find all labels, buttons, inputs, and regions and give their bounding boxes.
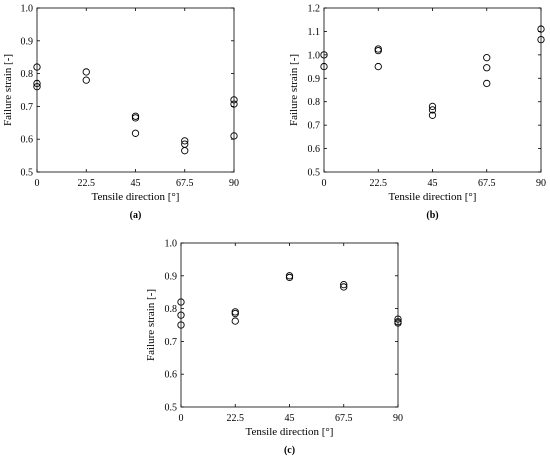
y-tick-label: 1.0 xyxy=(21,4,34,15)
panel-label: (c) xyxy=(284,445,295,456)
data-point xyxy=(230,132,238,140)
data-point xyxy=(131,114,140,122)
x-tick-label: 45 xyxy=(285,413,295,424)
data-point xyxy=(33,63,41,71)
chart-panel-1: 0 22.5 45 67.5 90 0.5 0.6 0.7 0.8 0.9 1.0 Tensile d… xyxy=(2,4,239,222)
data-point xyxy=(483,79,491,88)
x-tick-label: 90 xyxy=(536,178,546,189)
data-point xyxy=(177,298,185,306)
panel-label: (b) xyxy=(426,210,438,221)
x-tick-label: 0 xyxy=(322,178,327,189)
plot-frame xyxy=(36,7,235,173)
x-axis-label: Tensile direction [°] xyxy=(246,426,334,438)
y-tick-label: 0.5 xyxy=(21,168,34,179)
data-point xyxy=(428,102,437,111)
y-tick-label: 1.1 xyxy=(308,27,321,38)
y-axis-label: Failure strain [-] xyxy=(2,54,14,126)
data-point xyxy=(374,62,382,71)
plot-frame xyxy=(323,7,542,173)
x-tick-label: 0 xyxy=(179,413,184,424)
data-point xyxy=(181,137,189,145)
data-point xyxy=(285,273,294,282)
x-tick-label: 22.5 xyxy=(78,178,96,189)
y-axis-label: Failure strain [-] xyxy=(288,54,300,126)
data-point xyxy=(230,100,238,108)
data-point xyxy=(82,68,90,76)
y-tick-label: 0.5 xyxy=(308,168,321,179)
data-point xyxy=(230,96,238,104)
x-tick-label: 67.5 xyxy=(176,178,194,189)
data-point xyxy=(340,283,348,291)
x-axis-label: Tensile direction [°] xyxy=(92,191,180,203)
x-tick-label: 45 xyxy=(428,178,438,189)
data-point xyxy=(320,51,328,59)
y-tick-label: 1.0 xyxy=(308,50,321,61)
x-tick-label: 67.5 xyxy=(335,413,353,424)
data-point xyxy=(33,79,41,88)
y-tick-label: 1.0 xyxy=(165,239,178,250)
y-tick-label: 0.7 xyxy=(21,102,34,113)
y-tick-label: 0.8 xyxy=(21,69,34,80)
x-tick-label: 0 xyxy=(35,178,40,189)
data-point xyxy=(537,35,545,44)
plot-frame xyxy=(180,242,399,408)
y-axis-label: Failure strain [-] xyxy=(145,289,157,361)
x-axis-label: Tensile direction [°] xyxy=(389,191,477,203)
data-point xyxy=(177,311,185,319)
chart-panel-3: 0 22.5 45 67.5 90 0.5 0.6 0.7 0.8 0.9 1.0 Tensile d… xyxy=(145,239,403,457)
data-point xyxy=(231,317,239,325)
y-tick-label: 0.6 xyxy=(165,370,178,381)
y-tick-label: 0.8 xyxy=(165,304,178,315)
x-tick-label: 45 xyxy=(131,178,141,189)
data-point xyxy=(340,281,348,289)
data-point xyxy=(320,62,328,71)
y-tick-label: 0.6 xyxy=(21,135,34,146)
y-tick-label: 0.8 xyxy=(308,97,321,108)
y-tick-label: 0.9 xyxy=(21,36,34,47)
x-tick-label: 22.5 xyxy=(227,413,245,424)
data-point xyxy=(428,106,437,114)
x-tick-label: 22.5 xyxy=(370,178,388,189)
y-tick-label: 0.5 xyxy=(165,403,178,414)
data-point xyxy=(428,111,437,119)
panel-label: (a) xyxy=(130,210,142,221)
data-point xyxy=(33,83,41,91)
data-point xyxy=(394,319,402,327)
data-point xyxy=(394,315,402,323)
data-point xyxy=(181,147,189,155)
y-tick-label: 0.6 xyxy=(308,144,321,155)
data-point xyxy=(537,25,545,33)
y-tick-label: 0.7 xyxy=(165,337,178,348)
data-point xyxy=(374,46,382,55)
data-point xyxy=(131,129,140,137)
y-tick-label: 0.9 xyxy=(308,74,321,85)
x-tick-label: 67.5 xyxy=(478,178,496,189)
x-tick-label: 90 xyxy=(229,178,239,189)
y-tick-label: 0.7 xyxy=(308,121,321,132)
data-point xyxy=(483,54,491,62)
y-tick-label: 0.9 xyxy=(165,271,178,282)
data-point xyxy=(231,309,239,318)
y-tick-label: 1.2 xyxy=(308,4,321,15)
chart-panel-2: 0 22.5 45 67.5 90 0.5 0.6 0.7 0.8 0.9 1.0 1.1 1.2 Ten… xyxy=(288,4,546,222)
data-point xyxy=(82,76,90,84)
data-point xyxy=(177,321,185,329)
data-point xyxy=(483,64,491,72)
x-tick-label: 90 xyxy=(393,413,403,424)
